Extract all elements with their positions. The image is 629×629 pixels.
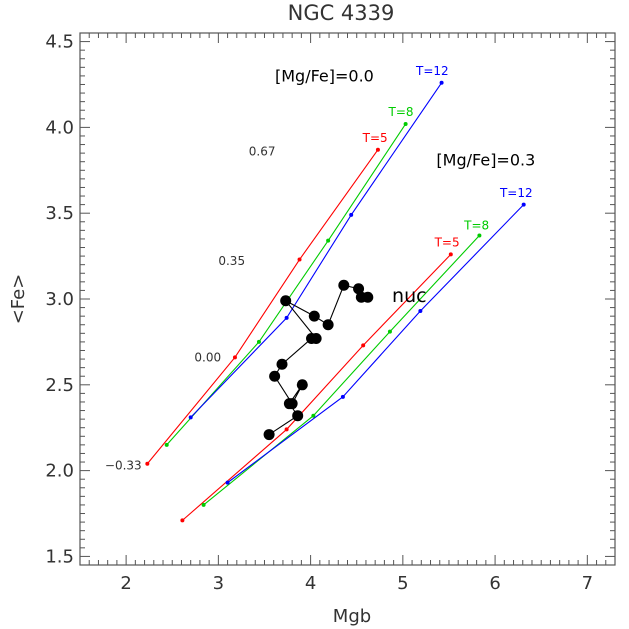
observed-point [283,398,295,410]
x-tick-label: 7 [582,573,593,594]
annotation-label: T=12 [415,64,449,78]
x-tick-label: 5 [397,573,408,594]
y-tick-label: 2.5 [45,375,74,396]
x-tick-label: 4 [305,573,316,594]
annotation-label: [Mg/Fe]=0.3 [436,151,535,170]
model-point [311,413,316,418]
model-point [145,461,150,466]
model-point [439,80,444,85]
annotation-label: T=8 [387,105,413,119]
observed-point [306,332,318,344]
x-tick-label: 3 [213,573,224,594]
model-point [349,212,354,217]
annotation-label: T=12 [499,186,533,200]
annotation-label: [Mg/Fe]=0.0 [275,67,374,86]
axis-tick-labels: 2 3 4 5 6 7 1.5 2.0 2.5 3.0 3.5 4.0 4.5 [45,32,593,594]
model-point [201,502,206,507]
annotation-label: T=8 [463,218,489,232]
metallicity-label: 0.35 [218,254,245,268]
annotation-label: T=5 [434,236,460,250]
observed-point [292,410,304,422]
annotation-label: nuc [392,285,427,307]
observed-point [296,379,308,391]
model-point [448,252,453,257]
observed-point [362,291,374,303]
model-line [227,204,525,484]
observed-point [263,429,275,441]
metallicity-label: −0.33 [105,458,142,472]
observed-point [322,319,334,331]
model-point [521,202,526,207]
model-point [477,233,482,238]
model-grid [145,80,526,523]
observed-point [308,310,320,322]
model-point [387,329,392,334]
y-tick-label: 2.0 [45,461,74,482]
model-point [188,415,193,420]
observed-point [280,295,292,307]
model-point [164,442,169,447]
model-line [190,82,443,418]
model-line [146,149,379,465]
y-tick-label: 4.0 [45,117,74,138]
y-tick-label: 1.5 [45,546,74,567]
observed-track [263,279,374,441]
model-point [340,394,345,399]
model-point [284,427,289,432]
y-tick-label: 3.5 [45,203,74,224]
model-point [297,257,302,262]
y-tick-label: 4.5 [45,32,74,53]
model-point [232,355,237,360]
model-point [375,147,380,152]
y-tick-label: 3.0 [45,289,74,310]
model-point [284,315,289,320]
x-axis-title: Mgb [333,606,371,627]
model-point [326,238,331,243]
metallicity-label: 0.00 [194,350,221,364]
model-point [361,343,366,348]
observed-point [338,279,350,291]
model-line [182,253,452,521]
x-tick-label: 2 [120,573,131,594]
model-point [418,309,423,314]
model-point [256,339,261,344]
observed-point [276,358,288,370]
model-point [403,121,408,126]
x-tick-label: 6 [489,573,500,594]
model-point [180,518,185,523]
observed-point [269,370,281,382]
chart-title: NGC 4339 [288,1,395,25]
model-line [166,123,407,446]
plot-frame [79,32,616,566]
observed-point [353,283,365,295]
chart-annotations: 0.67 0.35 0.00 −0.33 [Mg/Fe]=0.0 [Mg/Fe]=0.3 T… [105,64,535,473]
y-axis-title: <Fe> [8,274,29,325]
model-point [225,480,230,485]
metallicity-label: 0.67 [249,144,276,158]
axis-ticks [79,32,616,566]
model-line [203,235,480,506]
annotation-label: T=5 [362,131,388,145]
